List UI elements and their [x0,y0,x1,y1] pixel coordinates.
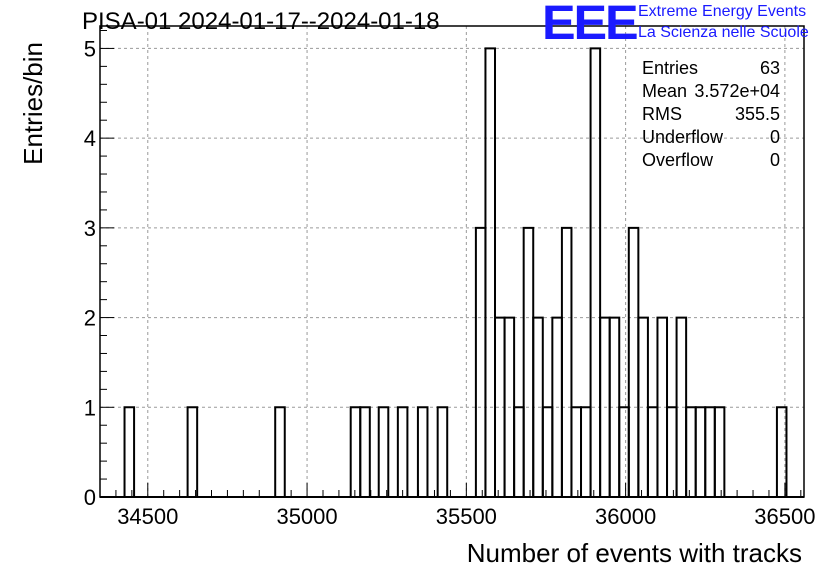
x-tick-label: 34500 [117,504,178,529]
y-axis-label: Entries/bin [18,42,48,165]
histogram-bin [359,406,371,497]
histogram-bin [646,406,659,497]
axis-ticks [100,29,802,498]
stats-box: Entries 63 Mean 3.572e+04 RMS 355.5 Unde… [642,58,780,173]
histogram-bin [713,406,726,497]
histogram-bin [522,226,535,497]
stat-label: Mean [642,81,688,101]
stat-row-underflow: Underflow 0 [642,127,780,150]
histogram-bin [704,406,716,497]
stat-label: Underflow [642,127,724,147]
grid-lines [100,26,804,497]
x-tick-label: 36000 [595,504,656,529]
histogram-bin [694,406,707,497]
histogram-bin [618,406,630,497]
histogram-bin [775,406,788,497]
histogram-bars [100,47,804,498]
y-tick-label: 5 [84,36,96,61]
y-tick-label: 3 [84,216,96,241]
histogram-bin [123,406,136,497]
plot-frame [99,25,805,498]
stat-value: 3.572e+04 [694,81,780,101]
histogram-bin [416,406,429,497]
histogram-bin [666,406,678,497]
histogram-bin [580,406,592,497]
y-tick-label: 4 [84,126,96,151]
histogram-bin [377,406,390,497]
histogram-bin [589,47,602,497]
logo-line-1: Extreme Energy Events [638,3,807,20]
logo-line-2: La Scienza nelle Scuole [638,24,809,41]
x-tick-label: 36500 [754,504,815,529]
eee-logo: EEE [542,0,639,50]
y-tick-label: 2 [84,306,96,331]
x-tick-label: 35500 [436,504,497,529]
y-tick-label: 1 [84,395,96,420]
stat-value: 63 [759,58,780,78]
histogram-bin [560,226,573,497]
histogram-bin [274,406,286,497]
stat-row-overflow: Overflow 0 [642,150,780,173]
histogram-bin [513,406,525,497]
histogram-bin [349,406,362,497]
histogram-bin [186,406,199,497]
histogram-bin [627,226,640,497]
stat-row-mean: Mean 3.572e+04 [642,81,780,104]
stat-row-rms: RMS 355.5 [642,104,780,127]
y-tick-label: 0 [84,485,96,510]
histogram-bin [541,406,554,497]
stat-value: 0 [769,150,780,170]
histogram-bin [570,406,583,497]
stat-value: 355.5 [734,104,780,124]
chart-title: PISA-01 2024-01-17--2024-01-18 [82,8,440,35]
stat-label: Overflow [642,150,714,170]
x-tick-label: 35000 [276,504,337,529]
x-axis-label: Number of events with tracks [467,538,802,568]
histogram-bin [474,226,487,497]
histogram-bin [396,406,409,497]
stat-label: RMS [642,104,682,124]
stat-value: 0 [769,127,780,147]
histogram-bin [436,406,449,497]
stat-row-entries: Entries 63 [642,58,780,81]
stat-label: Entries [642,58,699,78]
histogram-bin [685,406,697,497]
axis-tick-labels: 34500 35000 35500 36000 36500 0 1 2 3 4 5 [84,36,816,529]
histogram-bin [484,47,497,497]
